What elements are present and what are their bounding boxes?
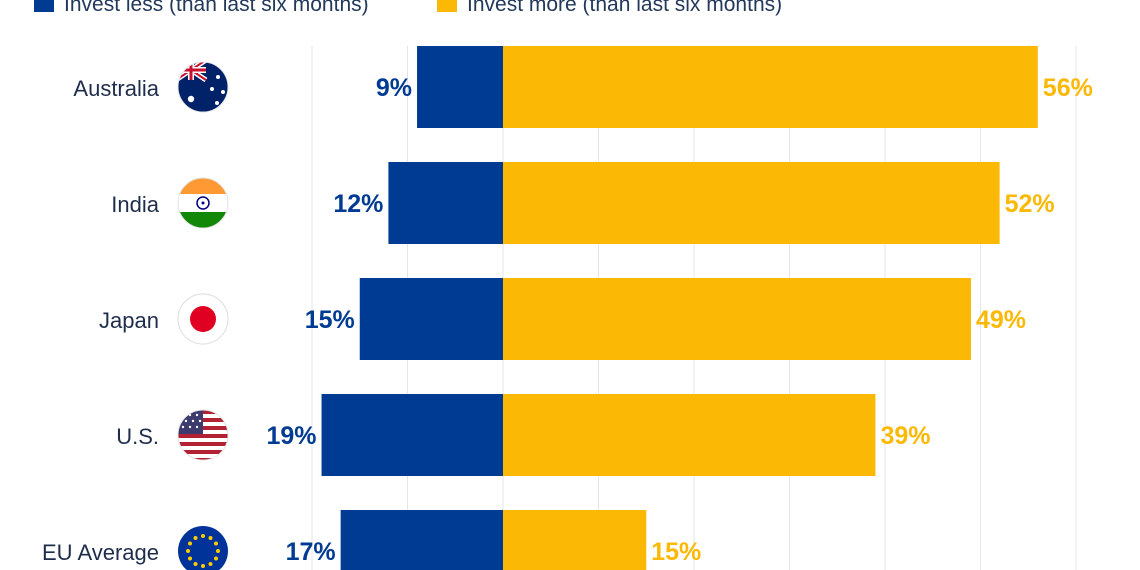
value-labels: 9% 56% 12% 52% 15% 49% 19% 39% 17% 15% bbox=[267, 74, 1093, 566]
eu-star bbox=[188, 541, 193, 546]
eu-star bbox=[213, 541, 218, 546]
india-flag-icon bbox=[177, 177, 229, 229]
value-label-invest-more-u-s: 39% bbox=[880, 422, 930, 450]
legend-label-invest-less: Invest less (than last six months) bbox=[64, 0, 369, 16]
value-label-invest-less-japan: 15% bbox=[305, 306, 355, 334]
value-label-invest-less-australia: 9% bbox=[376, 74, 412, 102]
bar-invest-more-japan bbox=[503, 278, 971, 360]
eu-star bbox=[213, 556, 218, 561]
bar-invest-less-u-s bbox=[321, 394, 503, 476]
bar-invest-less-eu-average bbox=[340, 510, 503, 570]
value-label-invest-less-india: 12% bbox=[333, 190, 383, 218]
eu-star bbox=[201, 564, 205, 568]
bar-invest-more-australia bbox=[503, 46, 1038, 128]
australia-flag-icon bbox=[177, 61, 229, 113]
japan-flag-icon bbox=[177, 293, 229, 345]
bar-invest-more-u-s bbox=[503, 394, 876, 476]
bar-invest-less-australia bbox=[417, 46, 503, 128]
bar-invest-more-eu-average bbox=[503, 510, 647, 570]
legend-swatch-invest-more bbox=[437, 0, 457, 12]
bar-invest-less-japan bbox=[359, 278, 503, 360]
value-label-invest-less-u-s: 19% bbox=[267, 422, 317, 450]
country-label-us: U.S. bbox=[116, 424, 159, 449]
value-label-invest-less-eu-average: 17% bbox=[286, 538, 336, 566]
value-label-invest-more-eu-average: 15% bbox=[651, 538, 701, 566]
legend-swatch-invest-less bbox=[34, 0, 54, 12]
value-label-invest-more-india: 52% bbox=[1005, 190, 1055, 218]
us-flag-icon bbox=[177, 409, 229, 461]
bar-invest-less-india bbox=[388, 162, 503, 244]
country-label-eu-average: EU Average bbox=[42, 540, 159, 565]
eu-flag-icon bbox=[178, 526, 228, 570]
bar-invest-more-india bbox=[503, 162, 1000, 244]
value-label-invest-more-japan: 49% bbox=[976, 306, 1026, 334]
country-label-india: India bbox=[111, 192, 159, 217]
legend: Invest less (than last six months) Inves… bbox=[34, 0, 782, 16]
eu-star bbox=[208, 536, 213, 541]
eu-star bbox=[193, 536, 198, 541]
bars bbox=[321, 46, 1038, 570]
eu-star bbox=[193, 561, 198, 566]
country-labels: Australia India Japan U.S. EU Average bbox=[42, 76, 160, 565]
legend-label-invest-more: Invest more (than last six months) bbox=[467, 0, 782, 16]
value-label-invest-more-australia: 56% bbox=[1043, 74, 1093, 102]
eu-star bbox=[201, 534, 205, 538]
eu-star bbox=[216, 549, 220, 553]
eu-star bbox=[208, 561, 213, 566]
eu-star bbox=[188, 556, 193, 561]
country-label-australia: Australia bbox=[73, 76, 159, 101]
country-label-japan: Japan bbox=[99, 308, 159, 333]
eu-star bbox=[186, 549, 190, 553]
